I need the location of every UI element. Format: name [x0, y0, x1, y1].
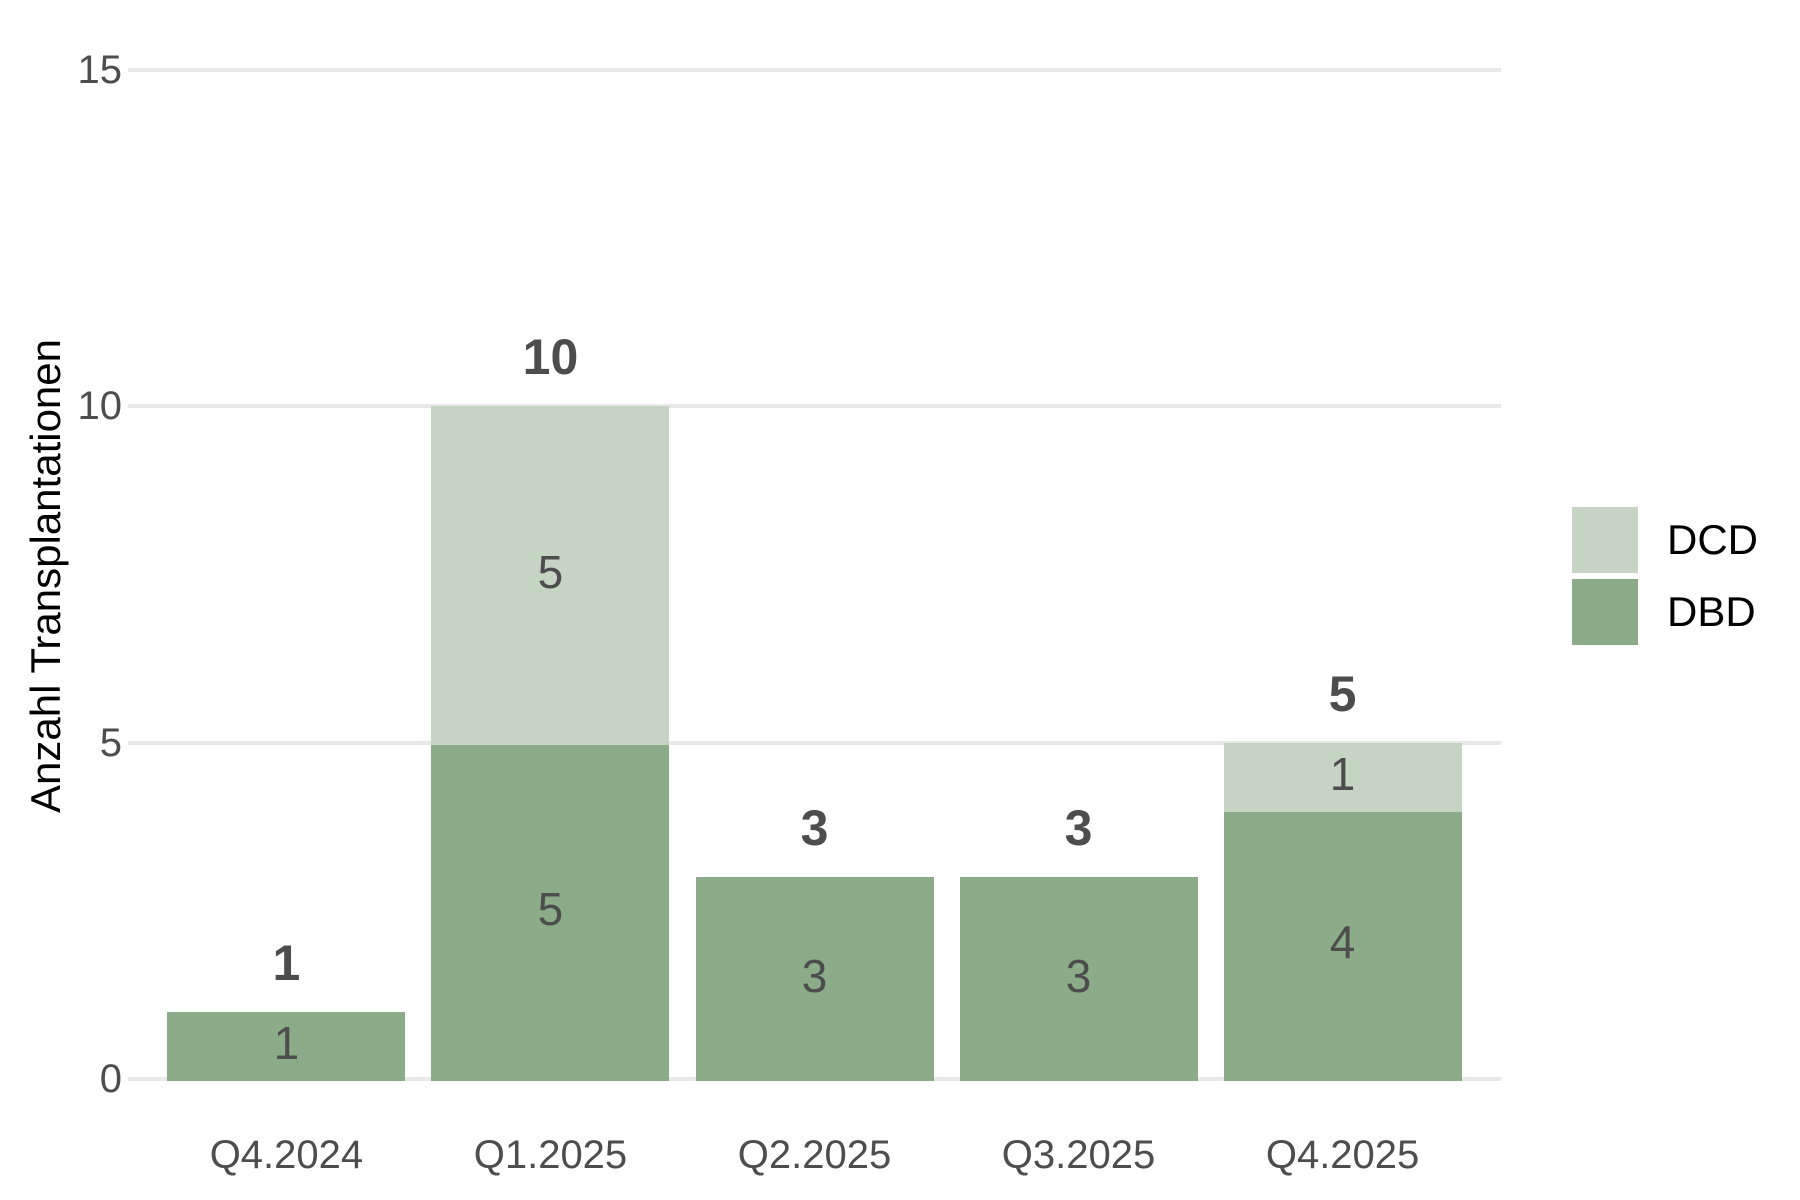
legend-swatch-dcd	[1572, 507, 1638, 573]
bar-segment-dbd-Q4.2024	[167, 1011, 406, 1081]
legend-row-dbd: DBD	[1572, 579, 1758, 645]
x-tick-label: Q4.2024	[209, 1133, 364, 1177]
y-tick-label: 10	[77, 384, 123, 429]
gridline-y5	[128, 740, 1501, 745]
bar-total-value: 3	[1064, 800, 1093, 857]
x-tick-label: Q3.2025	[1001, 1133, 1156, 1177]
y-tick-label: 5	[99, 720, 122, 765]
gridline-y15	[128, 67, 1501, 72]
bar-segment-value: 3	[1065, 950, 1092, 1003]
bar-segment-dbd-Q2.2025	[695, 877, 934, 1081]
bar-segment-dcd-Q4.2025	[1223, 742, 1462, 812]
bar-segment-value: 5	[537, 882, 564, 935]
bar-segment-dbd-Q4.2025	[1223, 809, 1462, 1081]
x-tick-label: Q1.2025	[473, 1133, 628, 1177]
x-tick-label: Q4.2025	[1265, 1133, 1420, 1177]
bar-segment-value: 1	[273, 1017, 300, 1070]
bar-total-value: 10	[522, 329, 579, 386]
bar-segment-value: 3	[801, 950, 828, 1003]
legend-label-dbd: DBD	[1667, 588, 1756, 635]
bar-segment-value: 1	[1329, 748, 1356, 801]
legend-row-dcd: DCD	[1572, 507, 1758, 573]
legend: DCD DBD	[1572, 507, 1758, 645]
x-tick-label: Q2.2025	[737, 1133, 892, 1177]
bar-segment-dcd-Q1.2025	[431, 406, 670, 745]
legend-swatch-dbd	[1572, 579, 1638, 645]
bar-total-value: 5	[1328, 665, 1357, 722]
gridline-y10	[128, 404, 1501, 409]
bar-segment-dbd-Q1.2025	[431, 742, 670, 1081]
y-tick-label: 0	[99, 1057, 122, 1101]
bar-total-value: 1	[272, 934, 301, 991]
legend-label-dcd: DCD	[1667, 516, 1758, 563]
bar-segment-dbd-Q3.2025	[959, 877, 1198, 1081]
bar-segment-value: 5	[537, 546, 564, 599]
y-tick-label: 15	[77, 47, 123, 92]
bar-segment-value: 4	[1329, 916, 1356, 969]
bar-total-value: 3	[800, 800, 829, 857]
